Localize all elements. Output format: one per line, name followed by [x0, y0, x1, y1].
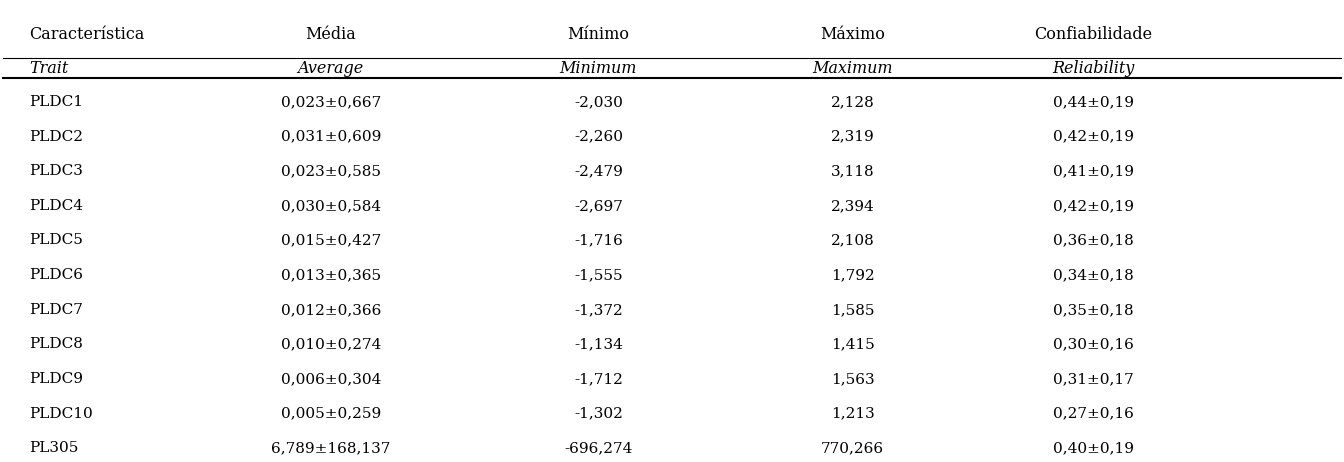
Text: 770,266: 770,266 — [821, 441, 884, 456]
Text: -1,372: -1,372 — [574, 303, 622, 317]
Text: Average: Average — [297, 60, 364, 77]
Text: 0,015±0,427: 0,015±0,427 — [281, 233, 380, 248]
Text: PLDC8: PLDC8 — [30, 337, 83, 352]
Text: 0,30±0,16: 0,30±0,16 — [1054, 337, 1134, 352]
Text: -1,716: -1,716 — [574, 233, 622, 248]
Text: PLDC3: PLDC3 — [30, 164, 83, 178]
Text: Minimum: Minimum — [559, 60, 637, 77]
Text: -2,697: -2,697 — [574, 199, 622, 213]
Text: 0,27±0,16: 0,27±0,16 — [1054, 407, 1134, 421]
Text: 6,789±168,137: 6,789±168,137 — [271, 441, 390, 456]
Text: PLDC2: PLDC2 — [30, 129, 83, 144]
Text: 0,006±0,304: 0,006±0,304 — [281, 372, 380, 386]
Text: -696,274: -696,274 — [564, 441, 633, 456]
Text: 0,012±0,366: 0,012±0,366 — [281, 303, 380, 317]
Text: 2,128: 2,128 — [831, 95, 875, 109]
Text: Trait: Trait — [30, 60, 69, 77]
Text: PLDC5: PLDC5 — [30, 233, 83, 248]
Text: 2,108: 2,108 — [831, 233, 875, 248]
Text: -2,030: -2,030 — [574, 95, 622, 109]
Text: 0,40±0,19: 0,40±0,19 — [1054, 441, 1134, 456]
Text: 1,585: 1,585 — [831, 303, 875, 317]
Text: 2,319: 2,319 — [831, 129, 875, 144]
Text: PLDC10: PLDC10 — [30, 407, 93, 421]
Text: 0,023±0,585: 0,023±0,585 — [281, 164, 380, 178]
Text: -1,302: -1,302 — [574, 407, 622, 421]
Text: 0,013±0,365: 0,013±0,365 — [281, 268, 380, 282]
Text: 1,792: 1,792 — [831, 268, 875, 282]
Text: 0,44±0,19: 0,44±0,19 — [1054, 95, 1134, 109]
Text: -2,260: -2,260 — [574, 129, 622, 144]
Text: PLDC4: PLDC4 — [30, 199, 83, 213]
Text: -1,712: -1,712 — [574, 372, 622, 386]
Text: 0,005±0,259: 0,005±0,259 — [281, 407, 380, 421]
Text: 1,415: 1,415 — [831, 337, 875, 352]
Text: -2,479: -2,479 — [574, 164, 622, 178]
Text: 0,010±0,274: 0,010±0,274 — [281, 337, 380, 352]
Text: Característica: Característica — [30, 25, 145, 43]
Text: 0,36±0,18: 0,36±0,18 — [1054, 233, 1134, 248]
Text: Máximo: Máximo — [820, 25, 886, 43]
Text: Confiabilidade: Confiabilidade — [1035, 25, 1153, 43]
Text: PLDC7: PLDC7 — [30, 303, 83, 317]
Text: 0,35±0,18: 0,35±0,18 — [1054, 303, 1134, 317]
Text: 0,42±0,19: 0,42±0,19 — [1054, 199, 1134, 213]
Text: 1,213: 1,213 — [831, 407, 875, 421]
Text: 0,31±0,17: 0,31±0,17 — [1054, 372, 1134, 386]
Text: Maximum: Maximum — [812, 60, 892, 77]
Text: Média: Média — [305, 25, 356, 43]
Text: 2,394: 2,394 — [831, 199, 875, 213]
Text: 0,34±0,18: 0,34±0,18 — [1054, 268, 1134, 282]
Text: PL305: PL305 — [30, 441, 79, 456]
Text: 0,031±0,609: 0,031±0,609 — [281, 129, 380, 144]
Text: -1,134: -1,134 — [574, 337, 622, 352]
Text: 3,118: 3,118 — [831, 164, 875, 178]
Text: 0,023±0,667: 0,023±0,667 — [281, 95, 380, 109]
Text: 0,42±0,19: 0,42±0,19 — [1054, 129, 1134, 144]
Text: 0,030±0,584: 0,030±0,584 — [281, 199, 380, 213]
Text: PLDC6: PLDC6 — [30, 268, 83, 282]
Text: Reliability: Reliability — [1052, 60, 1134, 77]
Text: 1,563: 1,563 — [831, 372, 875, 386]
Text: Mínimo: Mínimo — [567, 25, 629, 43]
Text: PLDC1: PLDC1 — [30, 95, 83, 109]
Text: 0,41±0,19: 0,41±0,19 — [1054, 164, 1134, 178]
Text: -1,555: -1,555 — [574, 268, 622, 282]
Text: PLDC9: PLDC9 — [30, 372, 83, 386]
